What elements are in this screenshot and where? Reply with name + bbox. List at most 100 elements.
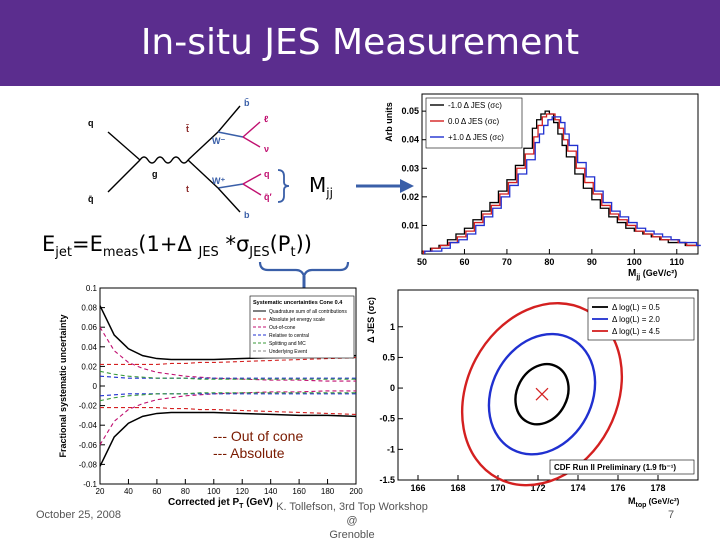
y-tick-label: 0.03 [401, 163, 419, 173]
y-axis-label: Arb units [384, 102, 394, 142]
jet-quark-line [242, 173, 262, 185]
x-axis-label: Mjj (GeV/c²) [628, 268, 677, 281]
y-tick-label: -0.04 [79, 421, 98, 430]
legend-box [425, 97, 523, 149]
x-axis-label-unit: (GeV) [243, 497, 272, 508]
y-tick-label: 0.5 [382, 352, 395, 362]
systematics-series-line [99, 326, 356, 382]
x-axis-label: Corrected jet PT (GeV) [168, 497, 273, 508]
jes-systematics-chart: 20 40 60 80 100 120 140 160 180 200 -0.1 -0.08 -0.06… [58, 284, 363, 508]
x-tick-label: 60 [459, 257, 469, 267]
b-line [217, 187, 241, 213]
label-lepton: ℓ [264, 114, 269, 124]
label-q: q [88, 118, 94, 128]
f-t: t [290, 245, 296, 261]
mjj-histogram-chart: 50 60 70 80 90 100 110 0.01 0.02 0.03 0.04 0.05 Arb … [384, 93, 701, 281]
y-axis-label: Δ JES (σc) [366, 297, 376, 343]
slide-title: In-situ JES Measurement [140, 22, 580, 63]
x-tick-label: 80 [181, 487, 190, 496]
y-axis-label: Fractional systematic uncertainty [58, 314, 68, 457]
antitop-line [187, 131, 219, 161]
jes-formula: Ejet=Emeas(1+Δ JES *σJES(Pt)) [42, 232, 312, 260]
systematics-series-line [99, 370, 356, 380]
f-jet: jet [55, 245, 72, 261]
systematics-series-line [100, 407, 357, 415]
annotation-absolute: --- Absolute [213, 445, 285, 461]
y-tick-label: 0.01 [401, 220, 419, 230]
legend-entry: -1.0 Δ JES (σc) [448, 101, 502, 110]
y-tick-label: -0.02 [79, 402, 98, 411]
x-tick-label: 160 [292, 487, 306, 496]
x-tick-label: 178 [650, 483, 665, 493]
systematics-series-line [99, 411, 357, 467]
likelihood-contour-chart: 166 168 170 172 174 176 178 -1.5 -1 -0.5 0 0.5 1 Δ JE… [366, 289, 699, 509]
x-tick-label: 60 [152, 487, 161, 496]
x-tick-label: 140 [264, 487, 278, 496]
y-tick-label: 0.06 [81, 323, 97, 332]
footer-author-line1: K. Tollefson, 3rd Top Workshop @ [276, 501, 428, 527]
y-tick-label: 0.08 [81, 304, 97, 313]
footer-date: October 25, 2008 [36, 509, 122, 521]
footer-author-line2: Grenoble [329, 529, 375, 541]
plot-frame [421, 93, 699, 255]
label-t: t [186, 184, 189, 194]
y-tick-label: 1 [390, 322, 395, 332]
label-jet-q: q [264, 169, 270, 179]
likelihood-contour [487, 332, 597, 456]
w-minus-line [217, 131, 244, 138]
title-bar: In-situ JES Measurement [0, 0, 720, 86]
y-tick-label: 0.05 [401, 106, 419, 116]
f-jes1: JES [198, 245, 219, 261]
systematics-series-line [100, 357, 357, 365]
x-tick-label: 70 [502, 257, 512, 267]
y-tick-label: 0.04 [81, 343, 97, 352]
x-tick-label: 168 [450, 483, 465, 493]
f-jes2: JES [249, 245, 270, 261]
annotation-out-of-cone: --- Out of cone [213, 428, 304, 444]
mjj-main: M [309, 173, 327, 197]
x-tick-label: 20 [96, 487, 105, 496]
y-tick-label: 0.1 [86, 284, 98, 293]
bbar-line [217, 105, 241, 133]
lepton-line [242, 121, 261, 138]
label-g: g [152, 169, 158, 179]
y-tick-label: -0.08 [79, 460, 98, 469]
feynman-diagram: q q̄ g t̄ t b̄ W⁻ ℓ ν W⁺ q q̄′ b [88, 98, 290, 220]
x-tick-label: 100 [207, 487, 221, 496]
y-tick-label: -0.5 [379, 414, 395, 424]
best-fit-marker [535, 387, 549, 401]
y-tick-label: -0.1 [83, 480, 97, 489]
w-plus-line [217, 183, 244, 189]
antiquark-line-in [107, 159, 141, 193]
legend-entry: Δ log(L) = 2.0 [612, 315, 660, 324]
y-tick-label: 0.02 [81, 362, 97, 371]
legend-entry: Out-of-cone [269, 325, 296, 331]
x-tick-label: 100 [627, 257, 642, 267]
legend-entry: Δ log(L) = 4.5 [612, 327, 660, 336]
jet-pair-brace [277, 169, 290, 203]
footer-page-number: 7 [668, 509, 675, 521]
label-nu: ν [264, 144, 269, 154]
f-star: *σ [218, 232, 250, 256]
top-line [187, 159, 219, 189]
x-tick-label: 174 [570, 483, 585, 493]
histogram-series-line [424, 116, 701, 254]
f-e: E [42, 232, 56, 256]
legend-box [249, 295, 355, 359]
x-tick-label: 166 [410, 483, 425, 493]
x-tick-label: 40 [124, 487, 133, 496]
arrow-to-histogram [356, 179, 414, 193]
y-tick-label: 0 [390, 383, 395, 393]
x-tick-label: 170 [490, 483, 505, 493]
neutrino-line [242, 136, 261, 148]
cdf-annotation: CDF Run II Preliminary (1.9 fb⁻¹) [554, 463, 676, 472]
y-tick-label: 0.02 [401, 192, 419, 202]
y-tick-label: -1.5 [379, 475, 395, 485]
y-tick-label: 0 [93, 382, 98, 391]
y-tick-label: 0.04 [401, 135, 419, 145]
legend-entry: Δ log(L) = 0.5 [612, 303, 660, 312]
annotation-box [549, 459, 695, 475]
legend-entry: Splitting and MC [269, 341, 306, 347]
quark-line-in [107, 131, 141, 161]
x-tick-label: 200 [349, 487, 363, 496]
